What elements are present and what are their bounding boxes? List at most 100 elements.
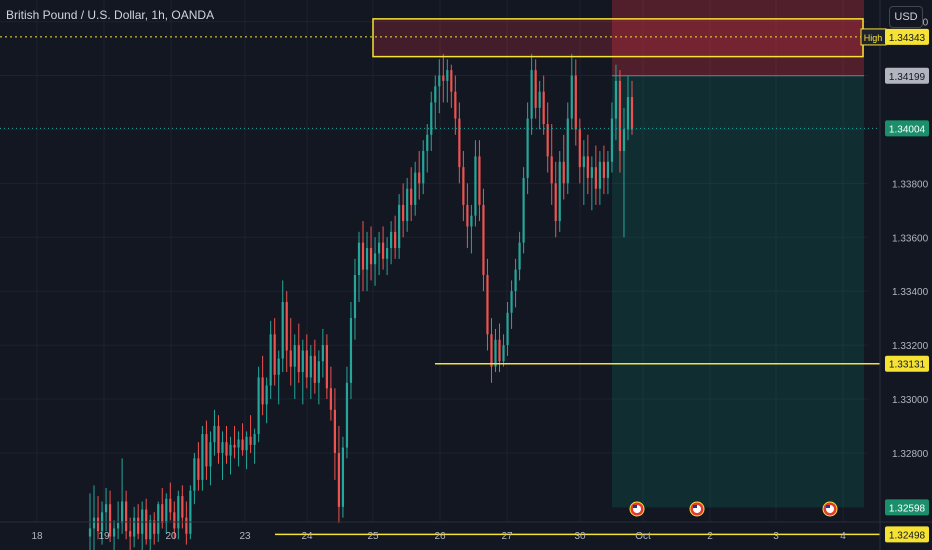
candle-body [293,345,296,367]
price-label-box [885,355,929,372]
candle-body [116,523,120,529]
candle-body [390,231,393,249]
price-label-box [885,120,929,137]
candle-body [209,442,212,467]
candle-body [221,442,224,453]
candle-body [574,75,577,130]
candle-body [566,118,569,184]
candle-body [245,436,248,451]
candle-body [193,458,196,491]
candle-body [361,242,365,270]
candle-body [450,70,453,92]
candle-body [125,501,128,532]
horizontal-levels [0,18,880,536]
candle-body [482,204,485,275]
candle-body [610,118,614,162]
candle-body [265,385,268,405]
candle-body [325,345,328,389]
candle-body [586,156,589,178]
candle-body [289,350,292,367]
candle-body [618,80,622,151]
x-tick-label: 25 [367,531,379,542]
candle-body [201,434,204,480]
price-label-value: 1.33131 [889,360,926,371]
candle-body [88,528,92,537]
candle-body [313,355,316,383]
y-tick-label: 1.33800 [892,179,929,190]
candle-body [402,204,405,222]
candle-body [434,86,437,103]
candle-body [598,161,601,189]
candle-body [534,70,537,108]
y-tick-label: 1.33200 [892,341,929,352]
price-label-box [885,67,929,84]
candle-body [454,91,457,119]
us-flag-icon-canton [826,505,830,508]
candle-body [446,70,449,81]
y-tick-label: 1.33400 [892,287,929,298]
candle-body [225,442,228,456]
candle-body [394,231,397,249]
x-tick-label: 4 [840,531,846,542]
price-label-value: 1.32598 [889,503,926,514]
candle-body [442,75,445,81]
candle-body [301,350,304,373]
candle-body [241,439,244,451]
candle-body [369,248,373,265]
x-tick-label: 26 [434,531,446,542]
chart-grid [0,0,868,522]
price-label-box [885,499,929,516]
x-tick-label: Oct [635,531,651,542]
candle-body [614,80,618,119]
candle-body [606,161,610,178]
candle-body [185,517,188,534]
currency-button[interactable]: USD [889,6,923,28]
candle-body [365,248,369,270]
candle-body [197,458,200,480]
candle-body [341,447,345,507]
candle-body [502,345,505,362]
candle-body [466,204,469,227]
candle-body [385,248,389,259]
symbol-title: British Pound / U.S. Dollar, 1h, OANDA [6,8,215,22]
candle-body [430,102,433,135]
candle-body [470,215,473,227]
candle-body [233,444,236,448]
candle-body [422,150,425,184]
candle-body [169,498,172,513]
candle-body [590,167,593,178]
candle-body [285,301,288,351]
candle-body [357,242,361,275]
candle-body [133,517,136,537]
candle-body [353,275,357,319]
price-label-box [885,526,929,543]
candle-body [530,70,533,119]
candle-body [426,134,429,151]
candle-body [112,528,116,537]
candle-body [538,91,541,108]
candle-body [273,334,276,375]
candle-body [486,275,489,335]
candle-body [137,517,140,534]
candle-body [438,75,441,87]
candle-body [249,436,252,445]
candle-body [237,439,240,448]
candle-body [205,434,208,467]
candle-body [490,334,493,367]
candle-body [297,345,300,373]
candle-body [582,156,585,168]
candle-body [514,269,517,292]
candle-body [570,75,573,119]
candle-body [578,129,581,168]
candle-body [173,512,176,529]
candle-body [165,498,168,524]
candle-body [153,520,156,534]
candle-body [526,118,529,178]
resistance-box [372,18,864,58]
candle-body [622,129,626,151]
time-axis: 18 19 20 23 24 25 26 27 30 Oct 2 3 4 [0,521,932,542]
candle-body [345,382,349,448]
x-tick-label: 2 [707,531,713,542]
